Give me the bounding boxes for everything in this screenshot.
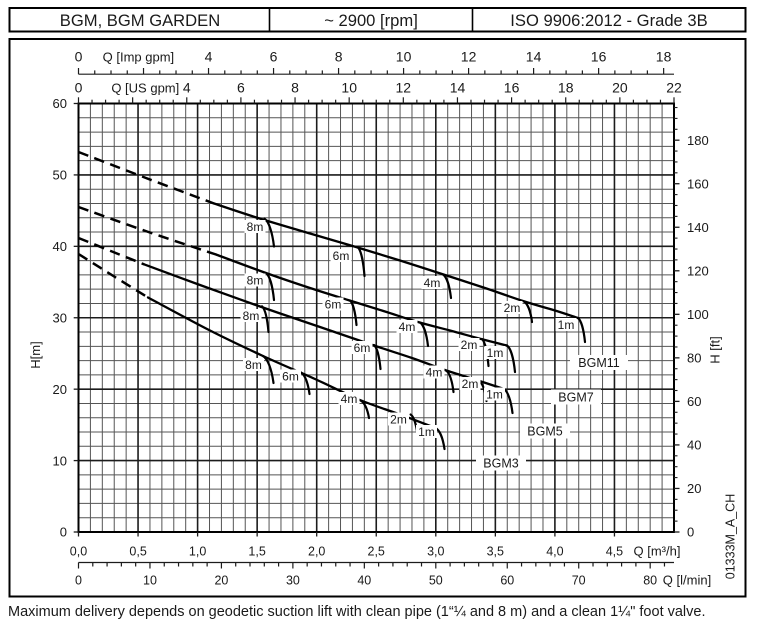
svg-text:22: 22	[666, 80, 682, 96]
svg-text:30: 30	[53, 310, 67, 325]
svg-text:2,0: 2,0	[308, 545, 325, 559]
svg-text:2m: 2m	[390, 412, 407, 426]
svg-text:40: 40	[357, 573, 371, 587]
svg-text:4m: 4m	[424, 276, 441, 290]
svg-text:20: 20	[214, 573, 228, 587]
svg-text:20: 20	[53, 382, 67, 397]
svg-text:30: 30	[286, 573, 300, 587]
svg-text:H [ft]: H [ft]	[708, 336, 723, 363]
svg-text:6m: 6m	[325, 297, 342, 311]
svg-text:6m: 6m	[354, 341, 371, 355]
svg-text:Q [m³/h]: Q [m³/h]	[634, 544, 681, 559]
svg-text:H[m]: H[m]	[28, 341, 43, 368]
svg-text:8m: 8m	[247, 220, 264, 234]
svg-text:1m: 1m	[558, 318, 575, 332]
svg-text:50: 50	[53, 168, 67, 183]
svg-text:14: 14	[526, 49, 542, 65]
svg-text:8m: 8m	[243, 309, 260, 323]
svg-text:0: 0	[687, 525, 694, 540]
svg-text:2m: 2m	[504, 301, 521, 315]
svg-text:4: 4	[183, 80, 191, 96]
svg-text:20: 20	[612, 80, 628, 96]
svg-text:BGM3: BGM3	[483, 457, 518, 471]
svg-text:40: 40	[53, 239, 67, 254]
svg-text:10: 10	[143, 573, 157, 587]
svg-text:0: 0	[75, 80, 83, 96]
svg-text:~ 2900 [rpm]: ~ 2900 [rpm]	[324, 11, 418, 30]
svg-text:50: 50	[429, 573, 443, 587]
svg-text:40: 40	[687, 438, 701, 453]
svg-text:60: 60	[500, 573, 514, 587]
svg-text:BGM, BGM GARDEN: BGM, BGM GARDEN	[60, 11, 220, 30]
svg-text:0: 0	[75, 49, 83, 65]
svg-text:0: 0	[75, 573, 82, 587]
svg-text:12: 12	[461, 49, 477, 65]
svg-text:6: 6	[237, 80, 245, 96]
svg-text:16: 16	[504, 80, 520, 96]
svg-text:2,5: 2,5	[368, 545, 385, 559]
svg-text:BGM7: BGM7	[558, 391, 593, 405]
svg-text:4m: 4m	[399, 320, 416, 334]
svg-text:70: 70	[572, 573, 586, 587]
svg-text:4,5: 4,5	[606, 545, 623, 559]
svg-text:180: 180	[687, 133, 709, 148]
svg-text:4: 4	[205, 49, 213, 65]
svg-text:4m: 4m	[426, 365, 443, 379]
svg-text:10: 10	[396, 49, 412, 65]
svg-text:8m: 8m	[247, 273, 264, 287]
svg-text:0,5: 0,5	[129, 545, 146, 559]
svg-text:8: 8	[335, 49, 343, 65]
svg-text:6m: 6m	[282, 369, 299, 383]
svg-text:4,0: 4,0	[546, 545, 563, 559]
svg-text:Maximum delivery depends on ge: Maximum delivery depends on geodetic suc…	[8, 604, 706, 620]
svg-text:BGM11: BGM11	[578, 356, 619, 370]
svg-text:160: 160	[687, 176, 709, 191]
svg-text:18: 18	[558, 80, 574, 96]
svg-text:140: 140	[687, 220, 709, 235]
svg-text:60: 60	[53, 96, 67, 111]
svg-text:2m: 2m	[461, 338, 478, 352]
svg-text:8: 8	[291, 80, 299, 96]
svg-text:100: 100	[687, 307, 709, 322]
svg-text:80: 80	[643, 573, 657, 587]
svg-text:3,0: 3,0	[427, 545, 444, 559]
svg-text:20: 20	[687, 481, 701, 496]
svg-text:0: 0	[60, 525, 67, 540]
svg-text:BGM5: BGM5	[527, 425, 562, 439]
svg-text:4m: 4m	[341, 392, 358, 406]
svg-text:6: 6	[270, 49, 278, 65]
svg-text:18: 18	[656, 49, 672, 65]
svg-text:80: 80	[687, 351, 701, 366]
svg-text:60: 60	[687, 394, 701, 409]
svg-text:10: 10	[341, 80, 357, 96]
svg-text:10: 10	[53, 453, 67, 468]
svg-text:2m: 2m	[462, 377, 479, 391]
svg-text:1m: 1m	[486, 387, 503, 401]
svg-text:0,0: 0,0	[70, 545, 87, 559]
svg-text:1,0: 1,0	[189, 545, 206, 559]
svg-text:12: 12	[396, 80, 412, 96]
svg-text:3,5: 3,5	[487, 545, 504, 559]
svg-text:14: 14	[450, 80, 466, 96]
svg-text:6m: 6m	[333, 249, 350, 263]
svg-text:1,5: 1,5	[248, 545, 265, 559]
svg-text:01333M_A_CH: 01333M_A_CH	[724, 494, 738, 579]
svg-text:1m: 1m	[418, 425, 435, 439]
svg-text:120: 120	[687, 264, 709, 279]
svg-text:1m: 1m	[487, 346, 504, 360]
svg-text:8m: 8m	[245, 358, 262, 372]
svg-text:Q [l/min]: Q [l/min]	[663, 572, 711, 587]
svg-text:Q [Imp gpm]: Q [Imp gpm]	[103, 50, 175, 65]
svg-text:ISO 9906:2012 - Grade 3B: ISO 9906:2012 - Grade 3B	[510, 11, 707, 30]
svg-text:Q [US gpm]: Q [US gpm]	[111, 81, 179, 96]
svg-text:16: 16	[591, 49, 607, 65]
